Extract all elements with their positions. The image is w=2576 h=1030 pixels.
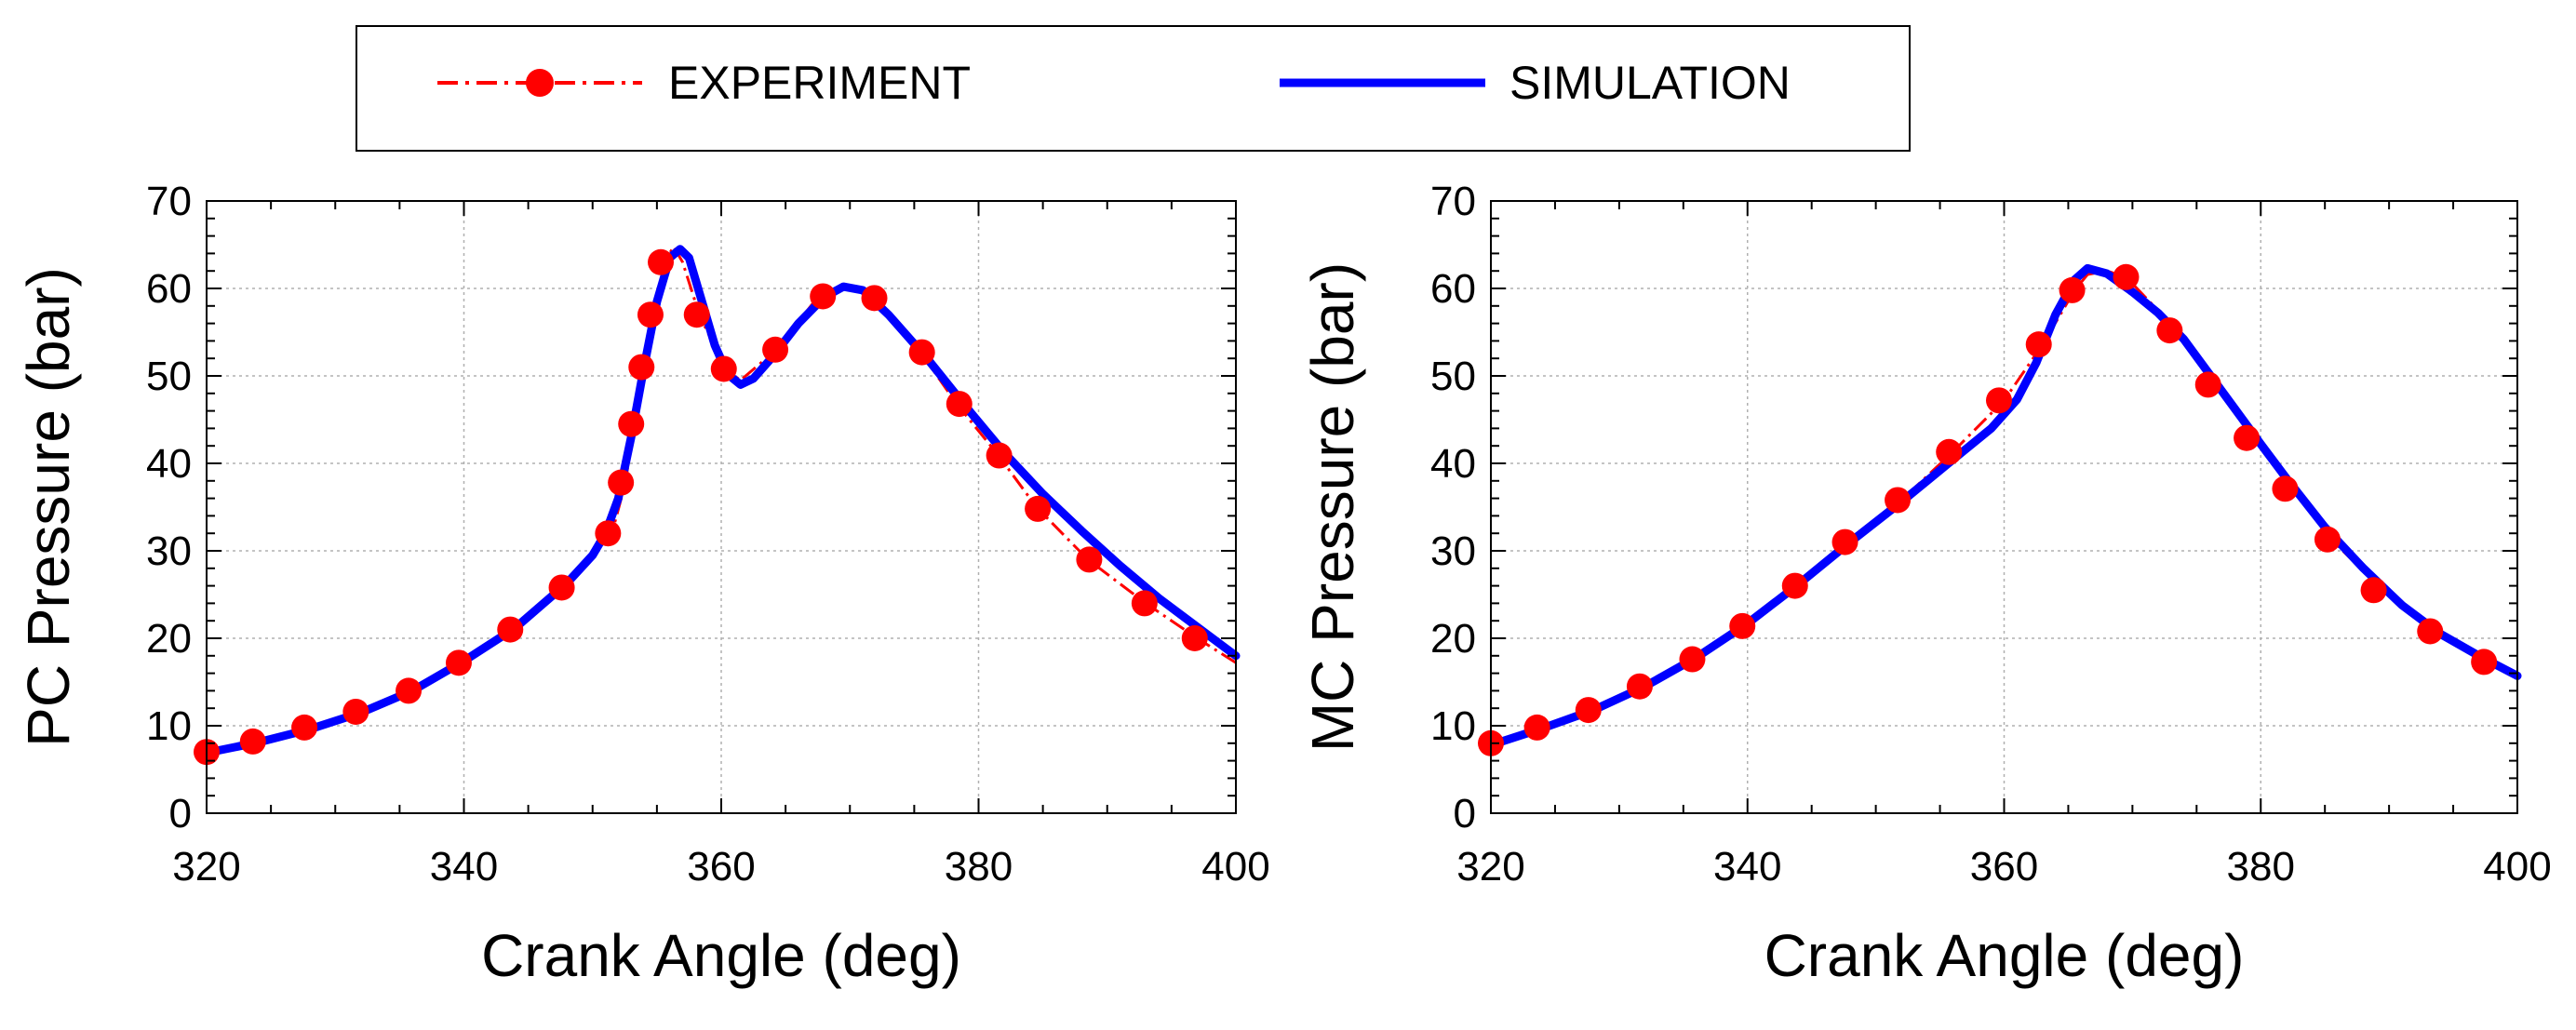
grid [1491,201,2517,813]
experiment-point [1025,495,1052,522]
experiment-point [628,354,655,381]
y-tick-label: 0 [169,791,192,836]
y-axis-label: PC Pressure (bar) [15,267,82,747]
experiment-point [2360,577,2387,604]
experiment-point [608,469,635,496]
experiment-point [648,248,675,275]
experiment-point [1985,387,2012,414]
x-tick-label: 400 [2483,844,2551,890]
experiment-point [1781,572,1808,599]
series-layer [1478,263,2522,756]
legend-simulation-label: SIMULATION [1509,57,1791,109]
x-tick-label: 320 [172,844,240,890]
experiment-point [396,677,423,704]
experiment-point [762,336,789,363]
legend-box [356,25,1911,152]
x-tick-label: 340 [430,844,498,890]
experiment-point [637,301,664,328]
y-tick-label: 0 [1454,791,1476,836]
y-tick-label: 10 [1430,703,1476,749]
x-tick-label: 400 [1201,844,1269,890]
x-axis-label: Crank Angle (deg) [481,922,961,989]
experiment-point [618,410,645,437]
experiment-point [1831,528,1858,555]
x-tick-label: 360 [1970,844,2038,890]
tick-labels: 320 340 360 380 400 0 10 20 30 40 50 60 70 [146,179,1270,890]
y-tick-label: 30 [146,528,192,574]
y-axis-label: MC Pressure (bar) [1299,262,1366,752]
legend-experiment-label: EXPERIMENT [668,57,971,109]
experiment-point [1679,646,1706,673]
y-tick-label: 40 [146,441,192,487]
experiment-point [1076,546,1103,573]
y-tick-label: 70 [1430,179,1476,224]
y-tick-label: 40 [1430,441,1476,487]
experiment-point [1729,612,1756,639]
experiment-point [2417,618,2444,645]
experiment-point [342,698,369,725]
y-tick-label: 30 [1430,528,1476,574]
y-tick-label: 50 [1430,354,1476,399]
series-experiment-line [206,243,1237,754]
ticks [1490,200,2518,814]
y-tick-label: 20 [146,616,192,662]
experiment-point [946,391,973,418]
experiment-point [1575,697,1602,724]
experiment-point [683,301,710,328]
experiment-point [1626,673,1653,700]
experiment-point [2025,331,2052,358]
experiment-point [2272,475,2299,502]
experiment-point [1885,487,1912,514]
experiment-point [2234,424,2261,451]
x-tick-label: 340 [1713,844,1781,890]
x-tick-label: 360 [687,844,755,890]
experiment-point [1523,714,1550,741]
y-tick-label: 10 [146,703,192,749]
experiment-point [810,283,837,310]
experiment-point [291,714,318,741]
x-axis-label: Crank Angle (deg) [1764,922,2245,989]
experiment-point [497,616,524,643]
experiment-point [2471,649,2498,676]
experiment-point [2314,526,2341,553]
experiment-point [908,339,935,366]
ticks [206,200,1237,814]
x-tick-label: 320 [1456,844,1524,890]
experiment-point [2156,317,2183,344]
experiment-point [1936,438,1963,465]
experiment-point [1181,625,1208,651]
experiment-point [595,520,622,547]
legend-experiment-marker [526,69,554,97]
x-tick-label: 380 [945,844,1013,890]
experiment-point [2059,276,2086,303]
x-tick-label: 380 [2227,844,2295,890]
grid [207,201,1236,813]
experiment-point [986,442,1013,469]
y-tick-label: 60 [146,266,192,312]
experiment-point [239,728,266,755]
experiment-point [1131,590,1158,617]
experiment-point [445,649,472,676]
experiment-point [861,285,888,312]
experiment-point [548,574,575,601]
y-tick-label: 70 [146,179,192,224]
experiment-point [2113,263,2140,290]
experiment-point [710,355,737,382]
y-tick-label: 60 [1430,266,1476,312]
experiment-point [2194,371,2221,398]
chart-pc-pressure: 320 340 360 380 400 0 10 20 30 40 50 60 70 Crank Ang… [15,179,1270,989]
y-tick-label: 50 [146,354,192,399]
y-tick-label: 20 [1430,616,1476,662]
series-layer [194,243,1241,766]
legend: EXPERIMENT SIMULATION [356,25,1911,152]
chart-mc-pressure: 320 340 360 380 400 0 10 20 30 40 50 60 70 Crank Ang… [1299,179,2552,989]
tick-labels: 320 340 360 380 400 0 10 20 30 40 50 60 70 [1430,179,2552,890]
